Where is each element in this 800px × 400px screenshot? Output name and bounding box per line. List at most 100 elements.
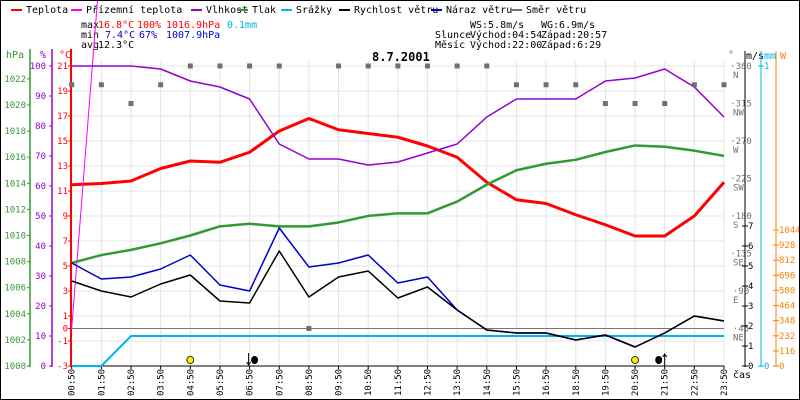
tick-label-ms: 7 bbox=[748, 222, 753, 232]
tick-label-hpa: 1020 bbox=[4, 101, 26, 111]
x-tick-label: 00:50 bbox=[68, 369, 78, 396]
tick-label-hpa: 1014 bbox=[4, 179, 26, 189]
x-tick-label: 21:50 bbox=[661, 369, 671, 396]
tick-label-direction: NE bbox=[733, 334, 744, 344]
tick-label-temp: 17 bbox=[57, 112, 68, 122]
tick-label-pct: 60 bbox=[35, 182, 46, 192]
tick-label-hpa: 1016 bbox=[4, 153, 26, 163]
tick-label-w: 1044 bbox=[779, 226, 799, 236]
stats-min-humidity: 67% bbox=[139, 30, 158, 41]
series-teplota bbox=[71, 117, 726, 238]
tick-label-temp: 9 bbox=[63, 212, 68, 222]
x-tick-label: 11:50 bbox=[394, 369, 404, 396]
sunset-time: Západ:20:57 bbox=[541, 30, 608, 41]
axis-title-time: čas bbox=[733, 370, 752, 381]
stats-max-pressure: 1016.9hPa bbox=[166, 20, 221, 31]
tick-label-ms: 4 bbox=[748, 282, 753, 292]
legend-item: Rychlost větru bbox=[339, 5, 438, 16]
tick-label-ms: 3 bbox=[748, 302, 753, 312]
legend-swatch bbox=[71, 9, 82, 11]
wind-direction-point bbox=[543, 82, 549, 88]
legend-label: Náraz větru bbox=[446, 4, 513, 16]
legend-label: Teplota bbox=[26, 4, 69, 16]
legend-swatch bbox=[237, 9, 248, 11]
x-tick-label: 13:50 bbox=[453, 369, 463, 396]
legend-label: Vlhkost bbox=[206, 4, 249, 16]
legend-label: Tlak bbox=[252, 4, 277, 16]
tick-label-temp: -1 bbox=[57, 337, 68, 347]
moon-icon bbox=[655, 356, 663, 364]
tick-label-direction: NW bbox=[733, 109, 744, 119]
x-tick-label: 23:50 bbox=[720, 369, 730, 396]
tick-label-direction: SW bbox=[733, 184, 744, 194]
legend-item: Přízemní teplota bbox=[71, 5, 182, 16]
x-tick-label: 06:50 bbox=[246, 369, 256, 396]
wind-direction-point bbox=[365, 63, 371, 69]
tick-label-w: 928 bbox=[779, 241, 795, 251]
wind-direction-point bbox=[336, 63, 342, 69]
x-tick-label: 08:50 bbox=[305, 369, 315, 396]
x-tick-label: 18:50 bbox=[572, 369, 582, 396]
wind-direction-point bbox=[662, 101, 668, 106]
legend-item: Teplota bbox=[11, 4, 69, 16]
tick-label-temp: 0 bbox=[63, 325, 68, 335]
tick-label-temp: 3 bbox=[63, 287, 68, 297]
wind-direction-point bbox=[217, 63, 223, 69]
series-rychlost-větru bbox=[71, 250, 725, 348]
tick-label-deg: ·225 bbox=[730, 175, 752, 185]
wind-direction-point bbox=[306, 326, 312, 331]
moon-label: Měsíc bbox=[435, 40, 466, 51]
tick-label-hpa: 1012 bbox=[4, 205, 26, 215]
tick-label-hpa: 1002 bbox=[4, 336, 26, 346]
x-tick-label: 04:50 bbox=[186, 369, 196, 396]
stats-avg-temp: 12.3°C bbox=[98, 40, 135, 51]
x-tick-label: 12:50 bbox=[424, 369, 434, 396]
axis-title-mm: mm bbox=[764, 51, 777, 62]
wind-direction-point bbox=[602, 101, 608, 106]
wind-direction-point bbox=[158, 82, 164, 88]
moonrise-arrow-icon bbox=[662, 353, 668, 366]
tick-label-temp: 5 bbox=[63, 262, 68, 272]
tick-label-deg: ·270 bbox=[730, 137, 752, 147]
wind-direction-point bbox=[691, 82, 697, 88]
legend-swatch bbox=[431, 9, 442, 11]
tick-label-hpa: 1018 bbox=[4, 127, 26, 137]
x-tick-label: 05:50 bbox=[216, 369, 226, 396]
series-srážky bbox=[71, 335, 724, 367]
legend-label: Srážky bbox=[296, 4, 333, 16]
x-tick-label: 14:50 bbox=[483, 369, 493, 396]
tick-label-direction: SE bbox=[733, 259, 744, 269]
series-vlhkost bbox=[71, 65, 725, 166]
tick-label-temp: 7 bbox=[63, 237, 68, 247]
wind-direction-point bbox=[69, 82, 75, 88]
wind-direction-point bbox=[276, 63, 282, 69]
axis-title-ms: m/s bbox=[746, 51, 765, 62]
wind-direction-point bbox=[187, 63, 193, 69]
tick-label-w: 232 bbox=[779, 332, 795, 342]
axis-title-hpa: hPa bbox=[6, 50, 25, 61]
legend-item: Směr větru bbox=[511, 5, 586, 16]
tick-label-ms: 0 bbox=[748, 362, 753, 372]
wind-direction-point bbox=[247, 63, 253, 69]
x-tick-label: 09:50 bbox=[335, 369, 345, 396]
x-tick-label: 03:50 bbox=[157, 369, 167, 396]
tick-label-w: 348 bbox=[779, 317, 795, 327]
stats-max-humidity: 100% bbox=[137, 20, 162, 31]
tick-label-deg: ·90 bbox=[733, 287, 749, 297]
tick-label-w: 464 bbox=[779, 302, 795, 312]
x-tick-label: 02:50 bbox=[127, 369, 137, 396]
tick-label-temp: 19 bbox=[57, 87, 68, 97]
stats-min-pressure: 1007.9hPa bbox=[166, 30, 221, 41]
sunrise-time: Východ:04:54 bbox=[470, 30, 543, 41]
x-tick-label: 01:50 bbox=[97, 369, 107, 396]
tick-label-w: 812 bbox=[779, 256, 795, 266]
moon-icon bbox=[251, 356, 259, 364]
axis-title-degrees: ° bbox=[728, 50, 735, 61]
tick-label-pct: 90 bbox=[35, 92, 46, 102]
wind-direction-point bbox=[425, 63, 430, 69]
legend-swatch bbox=[191, 9, 202, 11]
wind-direction-point bbox=[454, 63, 460, 69]
legend-item: Srážky bbox=[281, 4, 333, 16]
wind-direction-point bbox=[484, 63, 490, 69]
